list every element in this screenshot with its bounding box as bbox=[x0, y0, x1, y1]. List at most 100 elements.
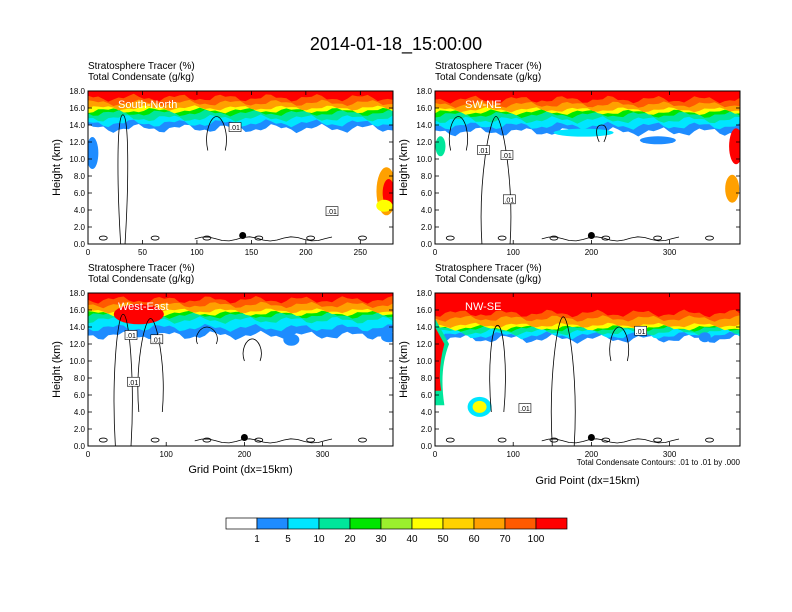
plot-frame bbox=[434, 90, 741, 245]
y-tick-label: 10.0 bbox=[69, 155, 85, 164]
legend-swatch bbox=[318, 517, 351, 530]
condensate-contour bbox=[202, 235, 212, 241]
condensate-contour bbox=[601, 437, 611, 443]
plot-frame bbox=[87, 292, 394, 447]
y-tick-label: 8.0 bbox=[74, 374, 86, 383]
condensate-contour bbox=[609, 326, 630, 362]
plot-frame bbox=[434, 292, 741, 447]
location-marker bbox=[587, 232, 595, 239]
x-tick-label: 150 bbox=[245, 248, 259, 257]
tracer-blob bbox=[725, 174, 740, 203]
y-tick-label: 0.0 bbox=[421, 240, 433, 249]
x-tick-label: 200 bbox=[585, 450, 599, 459]
legend-swatch bbox=[442, 517, 475, 530]
tracer-blob bbox=[376, 199, 393, 212]
y-tick-label: 14.0 bbox=[69, 121, 85, 130]
y-tick-label: 4.0 bbox=[74, 408, 86, 417]
x-tick-label: 300 bbox=[316, 450, 330, 459]
condensate-contour bbox=[549, 437, 559, 443]
panel-label: West-East bbox=[118, 301, 169, 313]
condensate-contours bbox=[445, 316, 714, 446]
legend-label: 100 bbox=[528, 534, 545, 545]
y-axis-label: Height (km) bbox=[398, 139, 410, 196]
y-tick-label: 2.0 bbox=[74, 223, 86, 232]
condensate-contour bbox=[596, 124, 607, 143]
plot-frame bbox=[87, 90, 394, 245]
y-tick-label: 8.0 bbox=[421, 374, 433, 383]
legend-label: 40 bbox=[406, 534, 418, 545]
y-tick-label: 2.0 bbox=[74, 425, 86, 434]
condensate-contour bbox=[445, 235, 455, 241]
legend-swatch bbox=[287, 517, 320, 530]
tracer-band-red bbox=[435, 293, 740, 318]
x-tick-label: 300 bbox=[663, 248, 677, 257]
condensate-contour bbox=[306, 235, 316, 241]
panel-label: South-North bbox=[118, 99, 177, 111]
condensate-contour bbox=[550, 316, 576, 446]
y-tick-label: 18.0 bbox=[416, 87, 432, 96]
y-tick-label: 10.0 bbox=[416, 357, 432, 366]
legend-swatch bbox=[473, 517, 506, 530]
y-axis-label: Height (km) bbox=[51, 139, 63, 196]
y-tick-label: 2.0 bbox=[421, 425, 433, 434]
tracer-band-red bbox=[435, 91, 740, 104]
legend-swatch bbox=[380, 517, 413, 530]
x-tick-label: 200 bbox=[238, 450, 252, 459]
contour-label-box bbox=[124, 330, 138, 340]
tracer-field bbox=[88, 91, 393, 244]
legend-swatch bbox=[349, 517, 382, 530]
condensate-contour bbox=[653, 437, 663, 443]
tracer-blob bbox=[729, 128, 740, 165]
contour-label: .01 bbox=[636, 329, 646, 336]
y-tick-label: 18.0 bbox=[69, 87, 85, 96]
y-tick-label: 12.0 bbox=[416, 138, 432, 147]
contour-label: .01 bbox=[327, 209, 337, 216]
contour-label-box bbox=[518, 403, 532, 413]
legend-label: 20 bbox=[344, 534, 356, 545]
y-tick-label: 16.0 bbox=[69, 104, 85, 113]
panel-title-line: Stratosphere Tracer (%) bbox=[435, 61, 542, 72]
legend-swatch bbox=[504, 517, 537, 530]
panel-label: SW-NE bbox=[465, 99, 501, 111]
location-marker bbox=[239, 232, 247, 239]
contour-label: .01 bbox=[502, 153, 512, 160]
x-tick-label: 50 bbox=[138, 248, 147, 257]
legend-label: 50 bbox=[437, 534, 449, 545]
y-tick-label: 10.0 bbox=[69, 357, 85, 366]
legend-label: 5 bbox=[285, 534, 291, 545]
panel-4: Stratosphere Tracer (%)Total Condensate … bbox=[398, 263, 741, 487]
contour-label: .01 bbox=[520, 406, 530, 413]
condensate-contour bbox=[497, 235, 507, 241]
condensate-contour bbox=[705, 235, 714, 241]
condensate-contour bbox=[117, 114, 129, 244]
y-tick-label: 18.0 bbox=[69, 289, 85, 298]
panel-title-line: Stratosphere Tracer (%) bbox=[88, 263, 195, 274]
condensate-contour bbox=[202, 437, 212, 443]
tracer-field bbox=[435, 293, 740, 446]
y-tick-label: 6.0 bbox=[74, 391, 86, 400]
y-tick-label: 16.0 bbox=[416, 104, 432, 113]
legend-label: 60 bbox=[468, 534, 480, 545]
tracer-blob bbox=[553, 128, 614, 137]
y-tick-label: 12.0 bbox=[69, 138, 85, 147]
tracer-blob bbox=[381, 332, 393, 343]
contour-label: .01 bbox=[152, 337, 162, 344]
y-tick-label: 2.0 bbox=[421, 223, 433, 232]
tracer-blob bbox=[472, 400, 487, 413]
condensate-contour bbox=[445, 437, 455, 443]
x-axis-label: Grid Point (dx=15km) bbox=[188, 464, 292, 476]
tracer-blob bbox=[435, 136, 446, 157]
condensate-contour bbox=[254, 235, 264, 241]
contour-label-box bbox=[127, 376, 140, 387]
condensate-contour bbox=[489, 324, 506, 413]
contour-label: .01 bbox=[504, 197, 514, 204]
condensate-contour bbox=[254, 437, 264, 443]
y-tick-label: 14.0 bbox=[416, 121, 432, 130]
contour-label-box bbox=[634, 325, 647, 336]
colorbar-legend: 1 5 10 20 30 40 50 60 70 100 bbox=[225, 517, 568, 545]
contour-label-box bbox=[150, 334, 164, 345]
y-tick-label: 14.0 bbox=[416, 323, 432, 332]
y-tick-label: 6.0 bbox=[74, 189, 86, 198]
panel-title-line: Stratosphere Tracer (%) bbox=[435, 263, 542, 274]
